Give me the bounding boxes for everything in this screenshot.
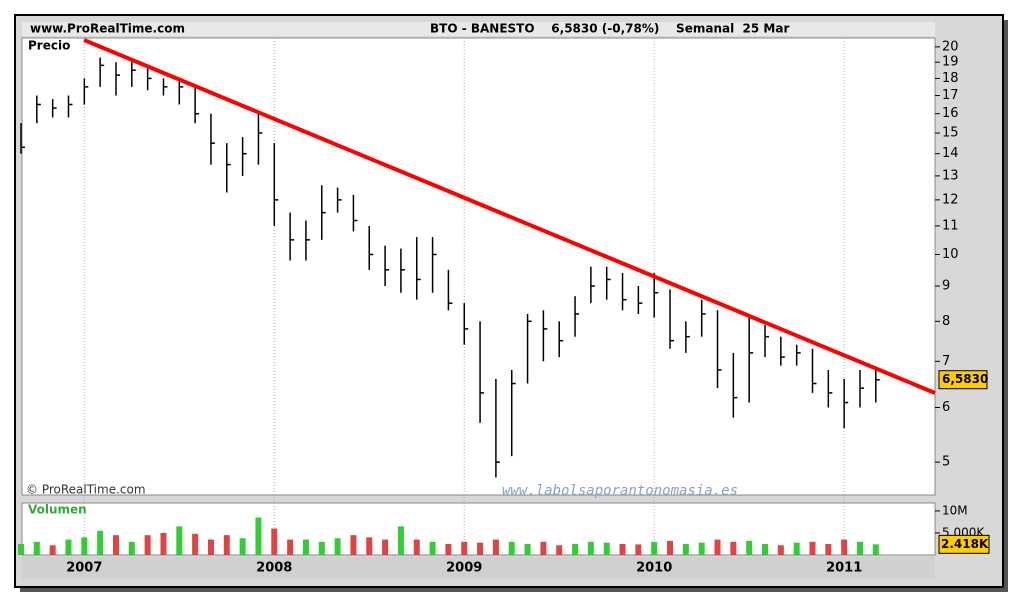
volume-bar <box>682 543 689 555</box>
y-tick-label: 19 <box>942 55 959 70</box>
y-tick-label: 16 <box>942 106 959 121</box>
volume-bar <box>841 539 848 555</box>
y-tick-label: 20 <box>942 39 959 54</box>
site-label: www.ProRealTime.com <box>30 22 185 36</box>
volume-bar <box>619 543 626 555</box>
volume-bar <box>477 542 484 555</box>
x-tick-label: 2009 <box>446 561 482 576</box>
volume-bar <box>572 543 579 555</box>
volume-bar <box>872 544 879 555</box>
volume-bar <box>603 542 610 555</box>
volume-bar <box>112 535 119 555</box>
y-tick-label: 11 <box>942 218 959 233</box>
volume-bar <box>128 541 135 555</box>
volume-bar <box>223 535 230 555</box>
volume-bar <box>540 541 547 555</box>
header-title: BTO - BANESTO 6,5830 (-0,78%) Semanal 25… <box>430 22 789 36</box>
y-tick-label: 14 <box>942 146 959 161</box>
price-panel <box>21 37 936 496</box>
volume-bar <box>192 533 199 555</box>
volume-bar <box>97 530 104 555</box>
volume-bar <box>809 541 816 555</box>
x-tick-label: 2010 <box>636 561 672 576</box>
volume-bar <box>176 526 183 555</box>
x-tick-label: 2008 <box>256 561 292 576</box>
volume-bar <box>556 545 563 555</box>
volume-bar <box>651 541 658 555</box>
volume-bar <box>81 537 88 555</box>
y-tick-label: 10M <box>942 503 968 517</box>
last-volume-box <box>938 534 990 554</box>
header-bar <box>22 22 935 36</box>
last-volume-label: 2.418K <box>941 537 989 551</box>
volume-bar <box>413 539 420 555</box>
volume-bar <box>825 543 832 555</box>
x-tick-label: 2007 <box>66 561 102 576</box>
y-tick-label: 17 <box>942 88 959 103</box>
volume-bar <box>160 532 167 555</box>
volume-bar <box>49 545 56 555</box>
volume-bar <box>730 541 737 555</box>
x-axis-band <box>22 557 935 579</box>
volume-bar <box>777 545 784 555</box>
volume-bar <box>793 542 800 555</box>
y-tick-label: 6 <box>942 400 950 415</box>
volume-bar <box>302 539 309 555</box>
volume-bar <box>33 541 40 555</box>
y-tick-label: 5 <box>942 455 950 470</box>
volume-bar <box>65 539 72 555</box>
y-tick-label: 10 <box>942 247 959 262</box>
y-tick-label: 8 <box>942 314 950 329</box>
volume-bar <box>698 542 705 555</box>
volume-bar <box>667 540 674 555</box>
y-tick-label: 12 <box>942 192 959 207</box>
volume-bar <box>397 526 404 555</box>
y-tick-label: 9 <box>942 279 950 294</box>
volume-bar <box>144 535 151 555</box>
volume-bar <box>382 539 389 555</box>
volume-bar <box>207 539 214 555</box>
volume-bar <box>350 535 357 555</box>
trend-line <box>83 38 936 395</box>
volume-bar <box>461 541 468 555</box>
volume-bar <box>524 543 531 555</box>
volume-bar <box>714 539 721 555</box>
volume-bar <box>18 543 24 555</box>
volume-bar <box>746 540 753 555</box>
y-tick-label: 18 <box>942 71 959 86</box>
volume-bar <box>334 538 341 555</box>
copyright: © ProRealTime.com <box>26 483 146 497</box>
volume-bar <box>508 541 515 555</box>
x-tick-label: 2011 <box>826 561 862 576</box>
volume-bar <box>492 539 499 555</box>
volume-bar <box>635 544 642 555</box>
volume-bar <box>429 541 436 555</box>
volume-bar <box>445 543 452 555</box>
y-tick-label: 13 <box>942 168 959 183</box>
volume-bar <box>762 543 769 555</box>
volume-bar <box>366 537 373 555</box>
panel-label: Volumen <box>28 503 87 517</box>
panel-label: Precio <box>28 39 70 53</box>
volume-bar <box>271 528 278 555</box>
volume-bar <box>255 517 262 555</box>
watermark: www.labolsaporantonomasia.es <box>502 483 738 499</box>
last-price-box <box>938 370 988 390</box>
volume-bar <box>587 541 594 555</box>
volume-bar <box>856 541 863 555</box>
last-price-label: 6,5830 <box>942 372 988 386</box>
y-tick-label: 7 <box>942 354 950 369</box>
volume-bar <box>287 539 294 555</box>
volume-bar <box>318 541 325 555</box>
volume-bar <box>239 538 246 555</box>
y-tick-label: 15 <box>942 126 959 141</box>
